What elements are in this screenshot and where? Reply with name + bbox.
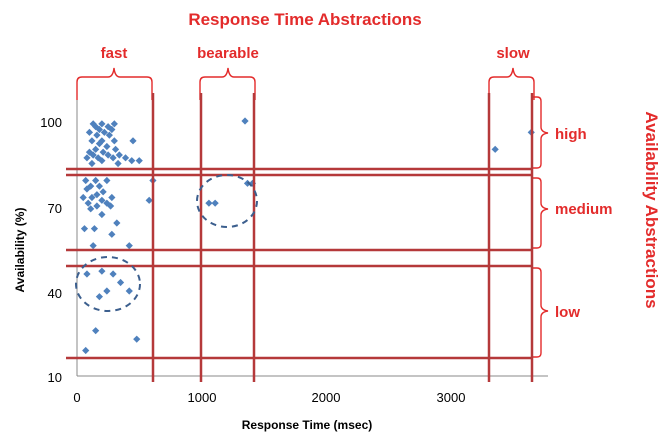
data-point [108,193,116,202]
data-point [99,188,107,196]
data-point [135,157,143,165]
data-point [100,128,108,136]
data-point [108,125,116,134]
cluster-highlight-fast-low [75,256,141,312]
category-label-high: high [555,126,587,143]
data-point [95,293,104,301]
data-point [80,225,89,233]
x-tick-label: 0 [73,390,80,405]
y-tick-label: 10 [48,370,62,385]
data-point [113,219,121,227]
data-point [114,159,122,168]
y-tick-label: 70 [48,201,62,216]
data-point [105,131,113,139]
data-point [103,287,111,295]
data-point [79,193,87,202]
data-point [87,205,95,213]
cluster-highlight-bearable-medium [196,174,258,228]
right-axis-title: Availability Abstractions [642,111,661,308]
data-point [241,117,249,125]
data-point [99,148,107,156]
data-point [95,140,104,148]
data-point [109,270,117,278]
data-point [98,196,106,204]
scatter-points [79,117,535,355]
data-point [88,159,96,168]
data-point [491,145,499,153]
data-point [93,191,101,199]
x-tick-label: 3000 [437,390,466,405]
data-point [145,196,153,204]
data-point [98,120,106,128]
data-point [121,154,130,162]
data-point [84,199,92,207]
data-point [92,145,100,153]
data-point [125,287,133,295]
y-axis-label: Availability (%) [13,208,27,293]
y-tick-label: 40 [48,286,62,301]
data-point [89,151,97,159]
response-time-band-lines [151,93,534,382]
data-point [95,182,104,190]
data-point [90,225,99,233]
data-point [98,157,106,165]
y-tick-label: 100 [40,115,62,130]
data-point [104,151,112,159]
brace-low [531,267,549,358]
category-label-bearable: bearable [197,45,259,62]
data-point [110,137,118,145]
data-point [82,346,90,355]
data-point [93,131,101,139]
brace-slow [488,67,535,100]
brace-bearable [199,67,256,100]
data-point [82,176,90,185]
category-label-medium: medium [555,201,613,218]
data-point [107,202,115,210]
data-point [89,242,97,250]
data-point [94,154,102,162]
x-axis-label: Response Time (msec) [242,418,373,432]
data-point [103,142,111,151]
data-point [205,199,213,207]
data-point [108,230,116,238]
data-point [95,125,104,134]
brace-fast [76,67,153,100]
data-point [211,199,219,207]
data-point [125,242,133,250]
data-point [115,151,123,159]
data-point [92,176,100,185]
data-point [128,157,136,165]
category-label-fast: fast [101,45,128,62]
data-point [83,185,91,193]
x-tick-label: 1000 [188,390,217,405]
data-point [116,278,125,287]
data-point [109,154,117,162]
data-point [243,179,252,187]
availability-band-lines [66,167,533,360]
data-point [93,202,101,210]
data-point [110,120,118,128]
data-point [111,145,120,153]
data-point [92,327,100,335]
data-point [103,176,111,185]
data-point [88,193,96,202]
data-point [83,270,91,278]
data-point [98,267,106,275]
brace-medium [531,177,549,249]
data-point [133,335,141,343]
category-label-slow: slow [496,45,530,62]
data-point [129,137,137,145]
data-point [98,210,106,219]
category-label-low: low [555,304,580,321]
data-point [85,128,94,136]
chart-title: Response Time Abstractions [188,10,421,29]
brace-high [531,96,549,169]
x-tick-label: 2000 [312,390,341,405]
data-point [83,154,91,162]
data-point [88,137,96,145]
